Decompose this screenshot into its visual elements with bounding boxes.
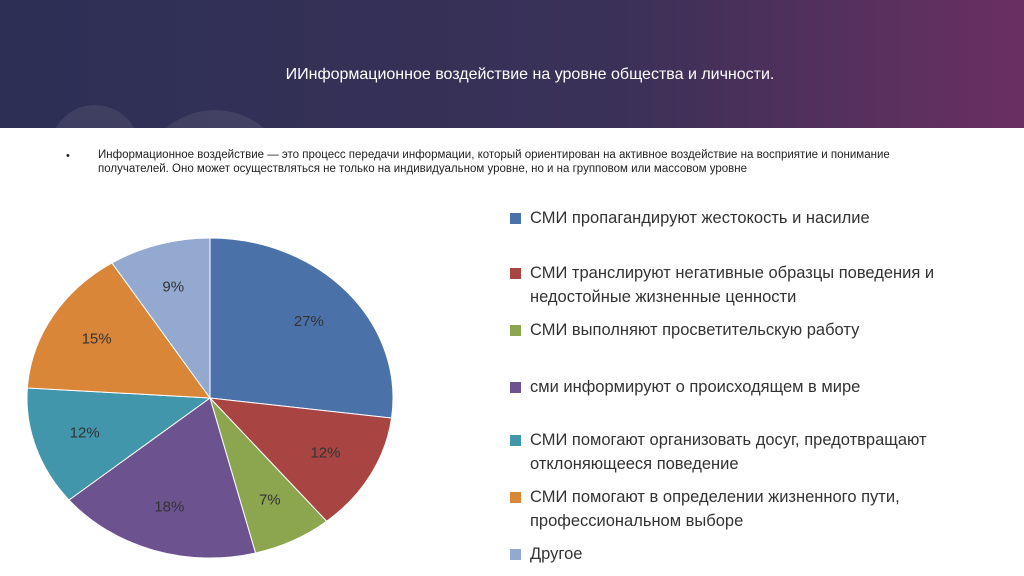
legend-swatch: [510, 549, 521, 560]
legend-swatch: [510, 382, 521, 393]
legend-label: сми информируют о происходящем в мире: [530, 378, 861, 396]
legend-label: СМИ помогают организовать досуг, предотв…: [530, 431, 927, 473]
legend-swatch: [510, 213, 521, 224]
data-label: 7%: [259, 492, 281, 509]
bullet-text: Информационное воздействие — это процесс…: [98, 149, 890, 175]
legend-swatch: [510, 435, 521, 446]
legend-item: СМИ пропагандируют жестокость и насилие: [510, 206, 1024, 230]
legend-item: СМИ транслируют негативные образцы повед…: [510, 261, 1024, 309]
legend-item: СМИ помогают в определении жизненного пу…: [510, 485, 1024, 533]
title: ИИнформационное воздействие на уровне об…: [285, 66, 775, 83]
pie-slice: [26, 262, 212, 399]
legend-item: Другое: [510, 542, 1024, 566]
legend-label: Другое: [530, 545, 583, 563]
pie-slice: [68, 397, 257, 559]
bullet-marker: •: [66, 150, 70, 162]
legend-label: СМИ помогают в определении жизненного пу…: [530, 488, 900, 530]
data-label: 12%: [310, 444, 340, 461]
pie-slice: [111, 237, 211, 400]
pie-slice: [209, 237, 394, 419]
data-label: 18%: [154, 499, 184, 516]
data-label: 15%: [82, 330, 112, 347]
pie-slice: [208, 397, 393, 522]
legend-label: СМИ транслируют негативные образцы повед…: [530, 264, 935, 306]
header: ИИнформационное воздействие на уровне об…: [0, 0, 1024, 128]
legend-item: СМИ выполняют просветительскую работу: [510, 318, 1024, 342]
pie-chart: 27% 12% 7% 18% 12% 15% 9%: [26, 237, 394, 559]
pie-slice: [26, 387, 212, 501]
legend-label: СМИ пропагандируют жестокость и насилие: [530, 209, 870, 227]
legend-item: сми информируют о происходящем в мире: [510, 375, 1024, 399]
legend-label: СМИ выполняют просветительскую работу: [530, 321, 860, 339]
data-label: 9%: [162, 278, 184, 295]
data-label: 27%: [294, 313, 324, 330]
legend-item: СМИ помогают организовать досуг, предотв…: [510, 428, 1024, 476]
legend-swatch: [510, 492, 521, 503]
decoration: [55, 105, 264, 128]
data-label: 12%: [70, 425, 100, 442]
legend-swatch: [510, 325, 521, 336]
legend-swatch: [510, 268, 521, 279]
